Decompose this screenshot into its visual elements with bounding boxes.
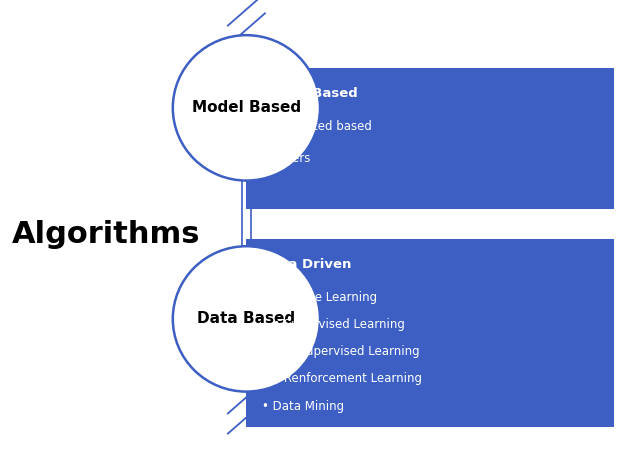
Text: • Supervised Learning: • Supervised Learning [262,318,405,331]
Text: Data Driven: Data Driven [262,258,352,271]
Text: • Machine Learning: • Machine Learning [262,291,378,304]
Text: • Estimated based: • Estimated based [262,120,372,133]
Text: Model Based: Model Based [262,87,358,100]
FancyBboxPatch shape [246,68,614,209]
Text: • Data Mining: • Data Mining [262,400,344,413]
Text: • others: • others [262,152,311,166]
Text: Model Based: Model Based [192,100,301,115]
Text: Algorithms: Algorithms [12,220,200,249]
FancyBboxPatch shape [246,239,614,427]
Text: • others: • others [262,427,311,440]
Text: Data Based: Data Based [197,311,296,326]
Text: • Renforcement Learning: • Renforcement Learning [262,372,422,386]
Ellipse shape [173,35,320,181]
Ellipse shape [173,246,320,392]
Text: • Unsupervised Learning: • Unsupervised Learning [262,345,420,358]
